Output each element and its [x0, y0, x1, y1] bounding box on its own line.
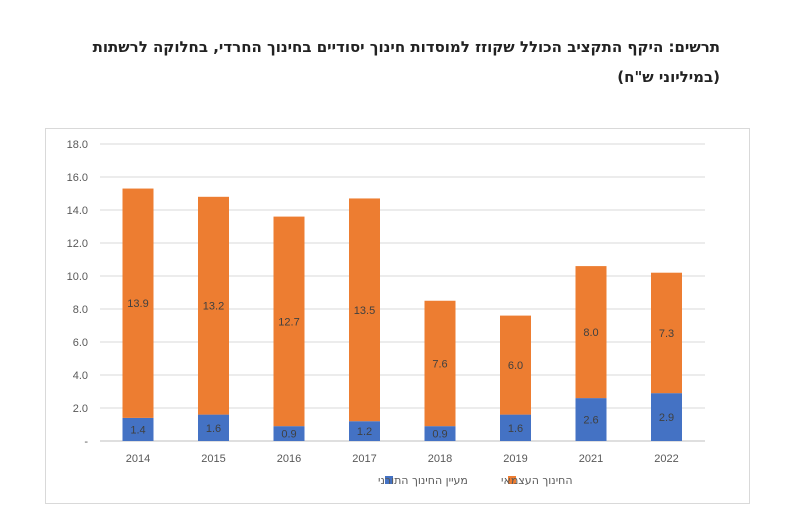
bar-orange-2021 [575, 266, 607, 399]
data-label-orange-2022: 7.3 [659, 328, 674, 340]
bar-blue-2017 [349, 421, 380, 441]
legend-item-blue-label: מעיין החינוך התורני [378, 474, 468, 487]
bar-orange-2022 [651, 272, 682, 394]
data-label-orange-2014: 13.9 [127, 298, 148, 310]
bar-blue-2015 [198, 414, 229, 441]
data-label-blue-2018: 0.9 [432, 429, 447, 441]
x-tick-label-2019: 2019 [503, 453, 527, 465]
bar-blue-2019 [500, 414, 531, 441]
data-label-orange-2016: 12.7 [278, 316, 299, 328]
data-label-orange-2017: 13.5 [354, 305, 375, 317]
y-tick-label-2: 4.0 [73, 370, 88, 382]
x-tick-label-2018: 2018 [428, 453, 452, 465]
data-label-blue-2017: 1.2 [357, 426, 372, 438]
data-label-blue-2019: 1.6 [508, 423, 523, 435]
x-tick-label-2017: 2017 [352, 453, 376, 465]
x-tick-label-2014: 2014 [126, 453, 150, 465]
chart-caption-line-1: תרשים: היקף התקציב הכולל שקוזז למוסדות ח… [92, 38, 720, 56]
data-label-orange-2018: 7.6 [432, 358, 447, 370]
legend-item-orange-label: החינוך העצמאי [501, 474, 573, 487]
bar-orange-2018 [424, 300, 456, 427]
data-label-orange-2021: 8.0 [583, 327, 598, 339]
bar-blue-2014 [122, 417, 154, 441]
data-label-blue-2014: 1.4 [130, 424, 145, 436]
y-tick-label-3: 6.0 [73, 337, 88, 349]
y-tick-label-1: 2.0 [73, 403, 88, 415]
gridlines [100, 143, 705, 442]
data-label-blue-2016: 0.9 [281, 429, 296, 441]
bar-orange-2019 [500, 315, 531, 415]
y-axis-tick-labels: - 2.0 4.0 6.0 8.0 10.0 12.0 14.0 16.0 18.0 [67, 139, 89, 448]
data-label-orange-2019: 6.0 [508, 360, 523, 372]
chart-caption-line-2: (במיליוני ש"ח) [617, 68, 720, 86]
bar-blue-2022 [651, 393, 682, 441]
data-label-blue-2022: 2.9 [659, 412, 674, 424]
x-axis-tick-labels: 2014 2015 2016 2017 2018 2019 2021 2022 [126, 453, 679, 465]
x-tick-label-2016: 2016 [277, 453, 301, 465]
bar-orange-2015 [198, 196, 229, 415]
y-tick-label-9: 18.0 [67, 139, 88, 151]
legend: מעיין החינוך התורני החינוך העצמאי [378, 474, 573, 487]
data-label-blue-2015: 1.6 [206, 423, 221, 435]
x-tick-label-2021: 2021 [579, 453, 603, 465]
bar-orange-2016 [273, 216, 305, 427]
x-tick-label-2022: 2022 [654, 453, 678, 465]
y-tick-label-4: 8.0 [73, 304, 88, 316]
legend-item-orange-swatch [508, 476, 516, 484]
legend-item-blue-swatch [385, 476, 393, 484]
bar-orange-2014 [122, 188, 154, 418]
bar-blue-2021 [575, 398, 607, 441]
data-label-blue-2021: 2.6 [583, 415, 598, 427]
y-tick-label-6: 12.0 [67, 238, 88, 250]
bar-orange-2017 [349, 198, 380, 422]
bar-blue-2018 [424, 426, 456, 441]
y-tick-label-8: 16.0 [67, 172, 88, 184]
bar-blue-2016 [273, 426, 305, 441]
x-tick-label-2015: 2015 [201, 453, 225, 465]
data-label-orange-2015: 13.2 [203, 301, 224, 313]
y-tick-label-7: 14.0 [67, 205, 88, 217]
data-labels: 1.4 13.9 1.6 13.2 0.9 12.7 1.2 13.5 0.9 7.6 1.6 6.0… [127, 298, 674, 440]
bars [122, 188, 682, 441]
y-tick-label-5: 10.0 [67, 271, 88, 283]
y-tick-label-0: - [84, 436, 88, 448]
